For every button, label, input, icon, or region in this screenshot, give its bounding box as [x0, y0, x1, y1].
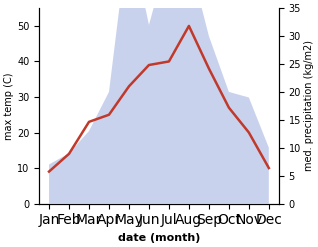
Y-axis label: med. precipitation (kg/m2): med. precipitation (kg/m2): [304, 40, 314, 171]
X-axis label: date (month): date (month): [118, 233, 200, 243]
Y-axis label: max temp (C): max temp (C): [4, 72, 14, 140]
